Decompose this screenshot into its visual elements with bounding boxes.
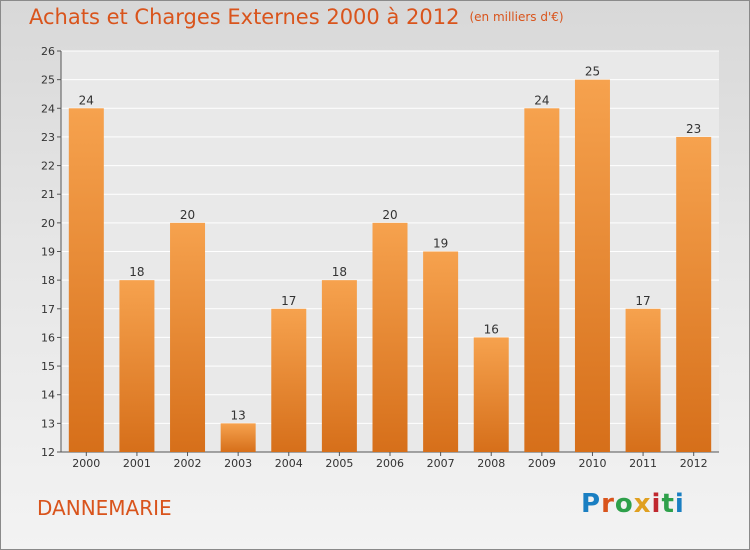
y-tick-label: 26: [41, 45, 55, 58]
bars: [68, 79, 712, 453]
bar: [524, 108, 560, 453]
proxiti-logo: Proxiti: [581, 489, 685, 519]
y-tick-label: 24: [41, 102, 55, 115]
bar: [423, 251, 459, 452]
x-tick-label: 2003: [224, 457, 252, 470]
logo-letter: i: [674, 489, 685, 519]
data-label: 19: [433, 237, 448, 251]
y-tick-label: 22: [41, 160, 55, 173]
title-text: Achats et Charges Externes 2000 à 2012: [29, 5, 460, 29]
logo-letter: r: [601, 489, 615, 519]
bar: [321, 280, 357, 452]
chart-title: Achats et Charges Externes 2000 à 2012 (e…: [29, 5, 564, 29]
logo-letter: x: [633, 489, 652, 519]
data-label: 17: [635, 294, 650, 308]
data-label: 24: [79, 93, 94, 107]
data-label: 18: [332, 265, 347, 279]
y-tick-label: 18: [41, 274, 55, 287]
x-tick-label: 2004: [275, 457, 303, 470]
x-tick-label: 2001: [123, 457, 151, 470]
x-tick-label: 2009: [528, 457, 556, 470]
bar: [220, 423, 256, 452]
x-tick-label: 2012: [680, 457, 708, 470]
x-tick-label: 2006: [376, 457, 404, 470]
data-label: 23: [686, 122, 701, 136]
y-tick-label: 13: [41, 417, 55, 430]
x-tick-label: 2010: [578, 457, 606, 470]
x-tick-label: 2005: [325, 457, 353, 470]
y-tick-label: 21: [41, 188, 55, 201]
bar: [271, 308, 307, 452]
bar: [170, 222, 206, 452]
data-label: 17: [281, 294, 296, 308]
data-label: 20: [180, 208, 195, 222]
title-unit: (en milliers d'€): [469, 10, 564, 24]
y-tick-label: 16: [41, 331, 55, 344]
logo-letter: P: [581, 489, 602, 519]
logo-letter: i: [651, 489, 662, 519]
y-tick-label: 23: [41, 131, 55, 144]
bar: [625, 308, 661, 452]
bar: [68, 108, 104, 453]
x-tick-label: 2007: [427, 457, 455, 470]
x-tick-label: 2000: [72, 457, 100, 470]
city-name: DANNEMARIE: [37, 496, 172, 520]
data-label: 25: [585, 65, 600, 79]
data-label: 13: [231, 408, 246, 422]
logo-letter: t: [661, 489, 675, 519]
data-label: 16: [484, 322, 499, 336]
y-tick-label: 12: [41, 446, 55, 459]
bar: [473, 337, 509, 452]
bar: [574, 79, 610, 453]
bar: [372, 222, 408, 452]
logo-letter: o: [614, 489, 634, 519]
y-tick-label: 17: [41, 303, 55, 316]
data-label: 20: [382, 208, 397, 222]
y-tick-label: 20: [41, 217, 55, 230]
bar: [119, 280, 155, 452]
y-tick-label: 14: [41, 389, 55, 402]
y-tick-label: 25: [41, 74, 55, 87]
data-label: 24: [534, 93, 549, 107]
y-tick-label: 19: [41, 246, 55, 259]
x-tick-label: 2008: [477, 457, 505, 470]
x-tick-label: 2002: [174, 457, 202, 470]
y-tick-label: 15: [41, 360, 55, 373]
data-label: 18: [129, 265, 144, 279]
x-tick-label: 2011: [629, 457, 657, 470]
bar: [676, 136, 712, 452]
labels: 24 2000 18 2001 20 2002 13 2003 17 2004 18 2005 20 20…: [72, 65, 707, 470]
